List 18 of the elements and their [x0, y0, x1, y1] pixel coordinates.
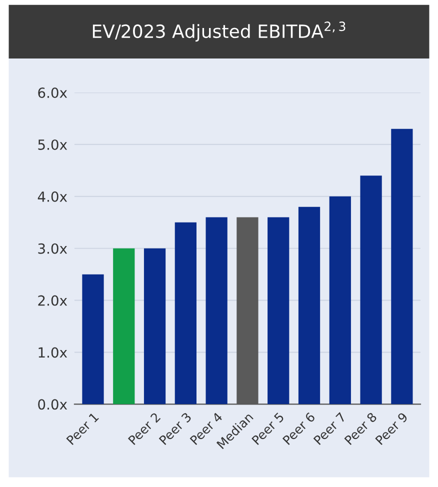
y-tick-label: 0.0x [38, 399, 68, 410]
chart-title: EV/2023 Adjusted EBITDA$^{2,3}$ [92, 22, 346, 42]
bar [268, 217, 290, 404]
bar [144, 248, 166, 404]
y-tick-label: 1.0x [38, 347, 68, 358]
y-tick-label: 5.0x [38, 139, 68, 150]
bar [206, 217, 228, 404]
bar [298, 206, 320, 404]
bar [174, 222, 196, 404]
bar [360, 176, 382, 404]
bar [113, 248, 135, 404]
y-tick-label: 4.0x [38, 191, 68, 202]
bar [391, 128, 413, 404]
y-tick-label: 6.0x [38, 88, 68, 98]
y-tick-label: 2.0x [38, 295, 68, 306]
bar [329, 196, 351, 404]
y-tick-label: 3.0x [38, 243, 68, 254]
bar [82, 274, 104, 404]
